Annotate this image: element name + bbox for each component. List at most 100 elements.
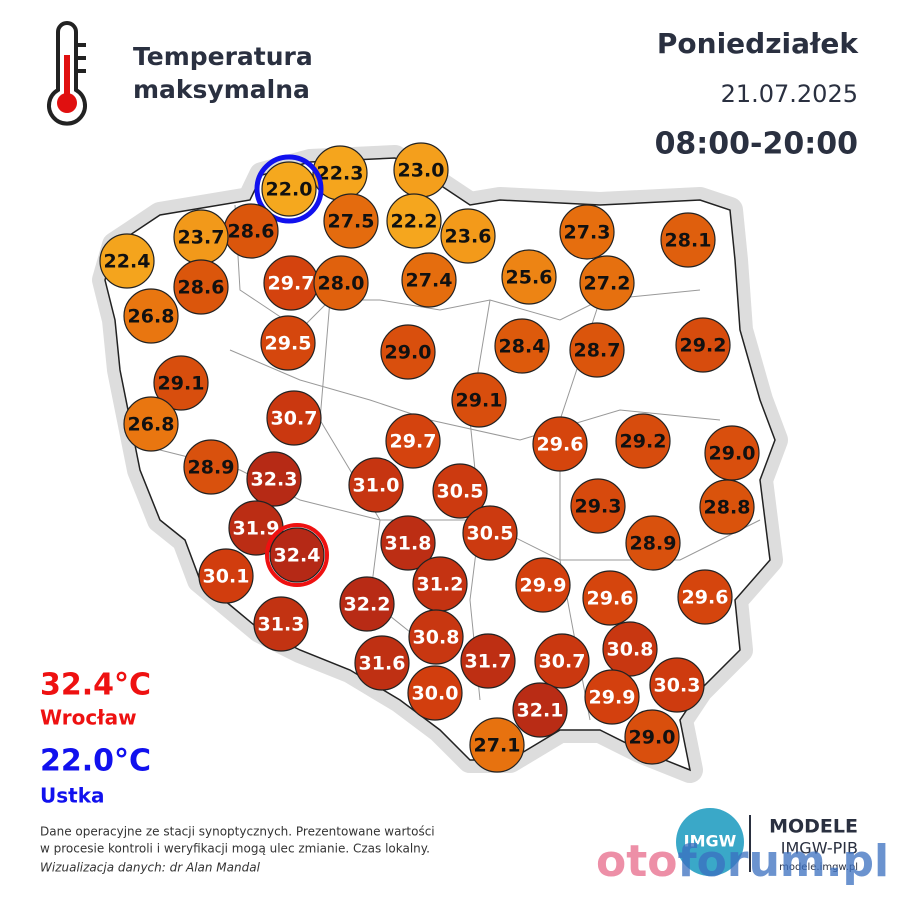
- station-marker: [269, 527, 325, 583]
- footnote: w procesie kontroli i weryfikacji mogą u…: [40, 842, 430, 856]
- station-marker: [501, 249, 557, 305]
- station-label: 28.1: [665, 230, 712, 252]
- station-label: 30.3: [654, 675, 701, 697]
- station-marker: [624, 709, 680, 765]
- station-label: 28.9: [188, 457, 235, 479]
- station-label: 29.0: [385, 342, 432, 364]
- station-label: 31.8: [385, 533, 432, 555]
- station-marker: [579, 255, 635, 311]
- station-label: 28.0: [318, 273, 365, 295]
- station-marker: [407, 665, 463, 721]
- station-label: 28.6: [178, 277, 225, 299]
- credit: Wizualizacja danych: dr Alan Mandal: [40, 861, 261, 875]
- station-marker: [198, 548, 254, 604]
- station-label: 26.8: [128, 414, 175, 436]
- station-marker: [677, 569, 733, 625]
- station-label: 30.5: [437, 481, 484, 503]
- station-marker: [512, 682, 568, 738]
- station-marker: [246, 451, 302, 507]
- station-label: 29.7: [268, 273, 315, 295]
- station-label: 28.6: [228, 221, 275, 243]
- station-label: 29.6: [537, 434, 584, 456]
- station-label: 31.6: [359, 653, 406, 675]
- station-label: 30.8: [413, 627, 460, 649]
- station-label: 29.2: [680, 335, 727, 357]
- station-marker: [348, 457, 404, 513]
- station-label: 23.0: [398, 160, 445, 182]
- station-label: 22.0: [266, 179, 313, 201]
- watermark-right: forum.pl: [678, 836, 890, 887]
- station-marker: [451, 372, 507, 428]
- logo-org: IMGW-PIB: [781, 839, 858, 858]
- station-label: 27.3: [564, 222, 611, 244]
- title: maksymalna: [133, 75, 310, 104]
- min-station: Ustka: [40, 784, 105, 808]
- logo-name: MODELE: [769, 816, 858, 838]
- station-label: 28.9: [630, 533, 677, 555]
- station-label: 31.0: [353, 475, 400, 497]
- station-marker: [469, 717, 525, 773]
- logo: IMGW MODELE IMGW-PIB modele.imgw.pl: [676, 808, 858, 876]
- station-label: 30.0: [412, 683, 459, 705]
- max-ring: [265, 523, 329, 587]
- station-label: 30.5: [467, 523, 514, 545]
- footnote: Dane operacyjne ze stacji synoptycznych.…: [40, 825, 435, 839]
- station-marker: [649, 657, 705, 713]
- station-label: 29.7: [390, 431, 437, 453]
- station-marker: [408, 609, 464, 665]
- station-marker: [494, 318, 550, 374]
- station-marker: [354, 635, 410, 691]
- station-label: 29.1: [456, 390, 503, 412]
- max-value: 32.4°C: [40, 668, 151, 703]
- station-label: 31.7: [465, 651, 512, 673]
- logo-badge: IMGW: [684, 832, 737, 851]
- station-marker: [675, 317, 731, 373]
- station-marker: [584, 669, 640, 725]
- station-label: 23.7: [178, 227, 225, 249]
- station-marker: [570, 478, 626, 534]
- station-label: 29.9: [520, 575, 567, 597]
- station-marker: [460, 633, 516, 689]
- station-marker: [440, 208, 496, 264]
- station-marker: [173, 259, 229, 315]
- station-marker: [385, 413, 441, 469]
- station-marker: [534, 633, 590, 689]
- station-marker: [569, 322, 625, 378]
- date: 21.07.2025: [721, 80, 858, 108]
- station-marker: [313, 255, 369, 311]
- station-marker: [432, 463, 488, 519]
- station-marker: [462, 505, 518, 561]
- hours: 08:00-20:00: [655, 127, 858, 162]
- station-label: 29.0: [629, 727, 676, 749]
- station-marker: [253, 596, 309, 652]
- station-label: 22.4: [104, 251, 151, 273]
- station-label: 29.5: [265, 333, 312, 355]
- station-marker: [99, 233, 155, 289]
- station-marker: [615, 413, 671, 469]
- station-marker: [266, 390, 322, 446]
- station-marker: [625, 515, 681, 571]
- station-label: 27.2: [584, 273, 631, 295]
- station-label: 29.6: [587, 588, 634, 610]
- station-label: 30.8: [607, 639, 654, 661]
- station-label: 29.9: [589, 687, 636, 709]
- station-label: 30.7: [539, 651, 586, 673]
- station-marker: [515, 557, 571, 613]
- station-marker: [380, 324, 436, 380]
- station-label: 25.6: [506, 267, 553, 289]
- station-label: 22.2: [391, 211, 438, 233]
- max-station: Wrocław: [40, 706, 137, 730]
- station-marker: [261, 161, 317, 217]
- station-label: 29.2: [620, 431, 667, 453]
- station-marker: [153, 355, 209, 411]
- min-ring: [254, 154, 324, 224]
- station-label: 27.5: [328, 211, 375, 233]
- station-marker: [386, 193, 442, 249]
- station-label: 27.1: [474, 735, 521, 757]
- station-marker: [559, 204, 615, 260]
- watermark-left: oto: [596, 836, 678, 887]
- station-label: 31.2: [417, 574, 464, 596]
- station-label: 31.9: [233, 518, 280, 540]
- min-value: 22.0°C: [40, 744, 151, 779]
